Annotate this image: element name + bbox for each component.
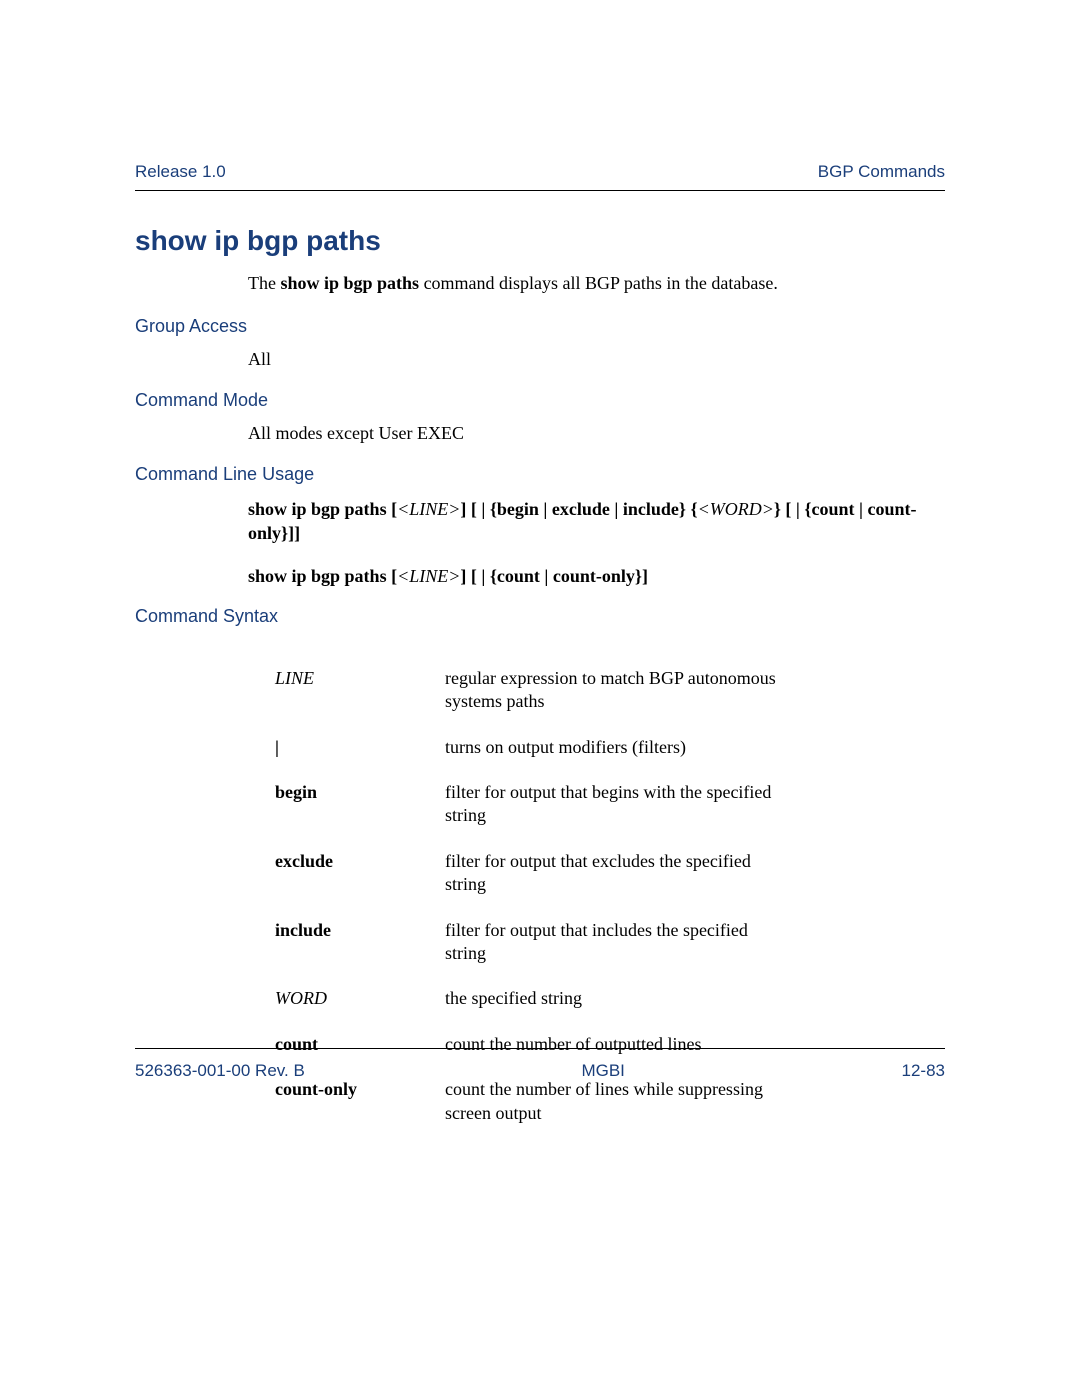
header-left: Release 1.0: [135, 162, 226, 182]
page-footer: 526363-001-00 Rev. B MGBI 12-83: [135, 1048, 945, 1081]
command-mode-value: All modes except User EXEC: [248, 423, 945, 444]
usage-line-1: show ip bgp paths [<LINE>] [ | {begin | …: [248, 497, 945, 546]
syntax-key: |: [275, 736, 445, 759]
syntax-key: WORD: [275, 987, 445, 1010]
syntax-description: filter for output that begins with the s…: [445, 781, 790, 828]
usage2-p1: show ip bgp paths [: [248, 566, 397, 586]
group-access-value: All: [248, 349, 945, 370]
footer-right: 12-83: [902, 1061, 945, 1081]
intro-command: show ip bgp paths: [280, 273, 419, 293]
syntax-row: beginfilter for output that begins with …: [275, 781, 945, 828]
intro-suffix: command displays all BGP paths in the da…: [419, 273, 778, 293]
header-right: BGP Commands: [818, 162, 945, 182]
page-title: show ip bgp paths: [135, 225, 945, 257]
syntax-description: turns on output modifiers (filters): [445, 736, 790, 759]
page-header: Release 1.0 BGP Commands: [135, 162, 945, 191]
syntax-key: count-only: [275, 1078, 445, 1125]
document-page: Release 1.0 BGP Commands show ip bgp pat…: [0, 0, 1080, 1125]
usage-line-2: show ip bgp paths [<LINE>] [ | {count | …: [248, 564, 945, 588]
syntax-key: LINE: [275, 667, 445, 714]
syntax-row: excludefilter for output that excludes t…: [275, 850, 945, 897]
syntax-key: begin: [275, 781, 445, 828]
usage2-p2: ] [ | {count | count-only}]: [460, 566, 648, 586]
intro-paragraph: The show ip bgp paths command displays a…: [248, 273, 945, 294]
footer-left: 526363-001-00 Rev. B: [135, 1061, 305, 1081]
usage2-i1: <LINE>: [397, 566, 460, 586]
usage1-i2: <WORD>: [698, 499, 774, 519]
usage1-p2: ] [ | {begin | exclude | include} {: [460, 499, 697, 519]
syntax-row: count-onlycount the number of lines whil…: [275, 1078, 945, 1125]
section-command-syntax-label: Command Syntax: [135, 606, 945, 627]
syntax-description: regular expression to match BGP autonomo…: [445, 667, 790, 714]
syntax-description: count the number of lines while suppress…: [445, 1078, 790, 1125]
syntax-description: filter for output that excludes the spec…: [445, 850, 790, 897]
syntax-row: LINEregular expression to match BGP auto…: [275, 667, 945, 714]
syntax-description: filter for output that includes the spec…: [445, 919, 790, 966]
syntax-key: include: [275, 919, 445, 966]
section-command-mode-label: Command Mode: [135, 390, 945, 411]
syntax-key: exclude: [275, 850, 445, 897]
usage1-i1: <LINE>: [397, 499, 460, 519]
section-command-line-usage-label: Command Line Usage: [135, 464, 945, 485]
syntax-row: |turns on output modifiers (filters): [275, 736, 945, 759]
intro-prefix: The: [248, 273, 280, 293]
syntax-description: the specified string: [445, 987, 790, 1010]
footer-center: MGBI: [581, 1061, 624, 1081]
syntax-row: includefilter for output that includes t…: [275, 919, 945, 966]
section-group-access-label: Group Access: [135, 316, 945, 337]
syntax-row: WORDthe specified string: [275, 987, 945, 1010]
usage1-p1: show ip bgp paths [: [248, 499, 397, 519]
